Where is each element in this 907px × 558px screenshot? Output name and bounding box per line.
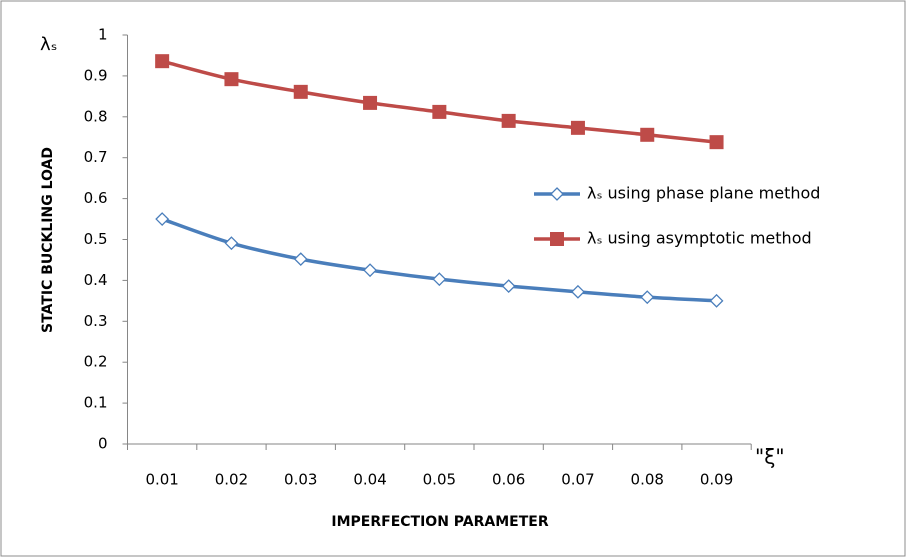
y-axis-title: STATIC BUCKLING LOAD bbox=[40, 147, 56, 333]
y-tick-label: 0.2 bbox=[84, 353, 108, 371]
y-tick-label: 0.1 bbox=[84, 394, 108, 412]
x-tick-label: 0.06 bbox=[492, 471, 525, 489]
marker bbox=[432, 104, 447, 119]
marker bbox=[570, 120, 585, 135]
x-tick-label: 0.08 bbox=[631, 471, 664, 489]
marker bbox=[293, 84, 308, 99]
y-tick-label: 0.9 bbox=[84, 66, 108, 84]
marker bbox=[432, 272, 447, 287]
legend-label: λₛ using phase plane method bbox=[587, 184, 820, 203]
marker bbox=[501, 279, 516, 294]
marker bbox=[293, 252, 308, 267]
y-tick-label: 0.4 bbox=[84, 271, 108, 289]
y-symbol: λₛ bbox=[40, 34, 57, 55]
y-tick-label: 0.3 bbox=[84, 312, 108, 330]
marker bbox=[155, 54, 170, 69]
x-tick-label: 0.03 bbox=[284, 471, 317, 489]
marker bbox=[363, 95, 378, 110]
marker bbox=[709, 135, 724, 150]
y-tick-label: 0.7 bbox=[84, 148, 108, 166]
x-tick-label: 0.09 bbox=[700, 471, 733, 489]
marker bbox=[709, 293, 724, 308]
x-tick-label: 0.02 bbox=[215, 471, 248, 489]
marker bbox=[571, 284, 585, 299]
marker bbox=[640, 127, 655, 142]
marker bbox=[224, 236, 239, 251]
marker bbox=[155, 212, 170, 226]
marker bbox=[550, 232, 564, 246]
marker bbox=[640, 290, 655, 305]
x-tick-label: 0.07 bbox=[561, 471, 594, 489]
marker bbox=[224, 72, 239, 87]
y-tick-label: 0.8 bbox=[84, 107, 108, 125]
marker bbox=[550, 187, 564, 201]
x-tick-label: 0.05 bbox=[423, 471, 456, 489]
x-axis-title: IMPERFECTION PARAMETER bbox=[331, 514, 548, 530]
marker bbox=[363, 263, 377, 278]
x-symbol: "ξ" bbox=[755, 445, 785, 469]
marker bbox=[501, 113, 516, 128]
y-tick-label: 0.5 bbox=[84, 230, 108, 248]
y-tick-label: 1 bbox=[98, 26, 108, 44]
y-tick-label: 0.6 bbox=[84, 189, 108, 207]
legend-label: λₛ using asymptotic method bbox=[587, 229, 812, 248]
y-tick-label: 0 bbox=[98, 435, 108, 453]
x-tick-label: 0.01 bbox=[145, 471, 178, 489]
x-tick-label: 0.04 bbox=[353, 471, 386, 489]
